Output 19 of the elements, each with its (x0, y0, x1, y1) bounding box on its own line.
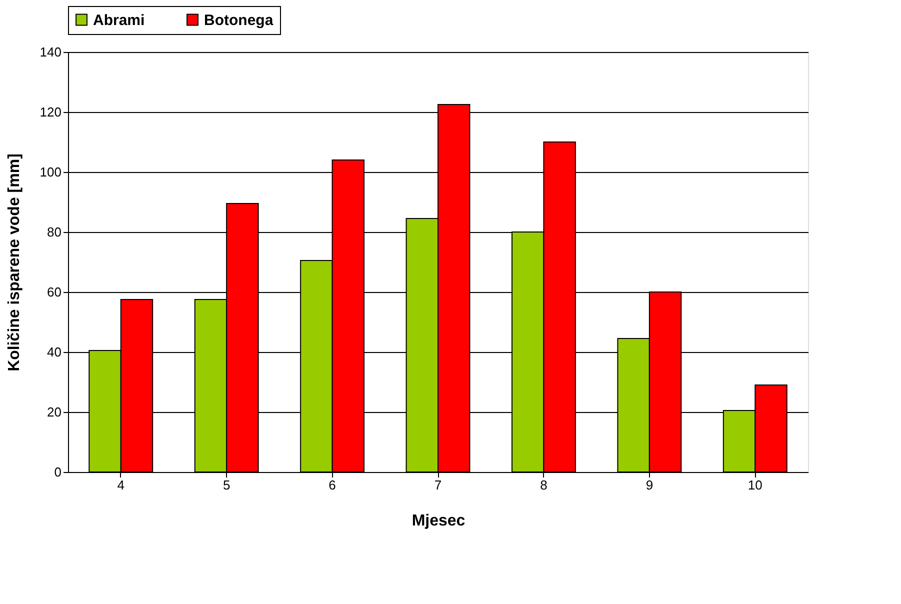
y-tick-label: 0 (54, 464, 62, 480)
y-tick-label: 140 (40, 44, 62, 60)
x-tick-label: 5 (222, 478, 230, 492)
y-tick-label: 60 (47, 284, 62, 300)
x-axis-title: Mjesec (412, 512, 466, 530)
legend-label: Botonega (204, 12, 274, 29)
y-tick-label: 80 (47, 224, 62, 240)
x-tick-label: 8 (540, 478, 548, 492)
y-tick-label: 120 (40, 104, 62, 120)
x-tick-label: 4 (117, 478, 124, 492)
x-tick-label: 7 (434, 478, 442, 492)
y-axis-title: Količine isparene vode [mm] (6, 154, 23, 372)
x-tick-label: 9 (646, 478, 654, 492)
x-tick-label: 6 (328, 478, 336, 492)
y-tick-label: 100 (40, 164, 62, 180)
legend-label: Abrami (93, 12, 145, 29)
y-tick-label: 40 (47, 344, 62, 360)
y-tick-label: 20 (47, 404, 62, 420)
x-tick-label: 10 (748, 478, 762, 492)
